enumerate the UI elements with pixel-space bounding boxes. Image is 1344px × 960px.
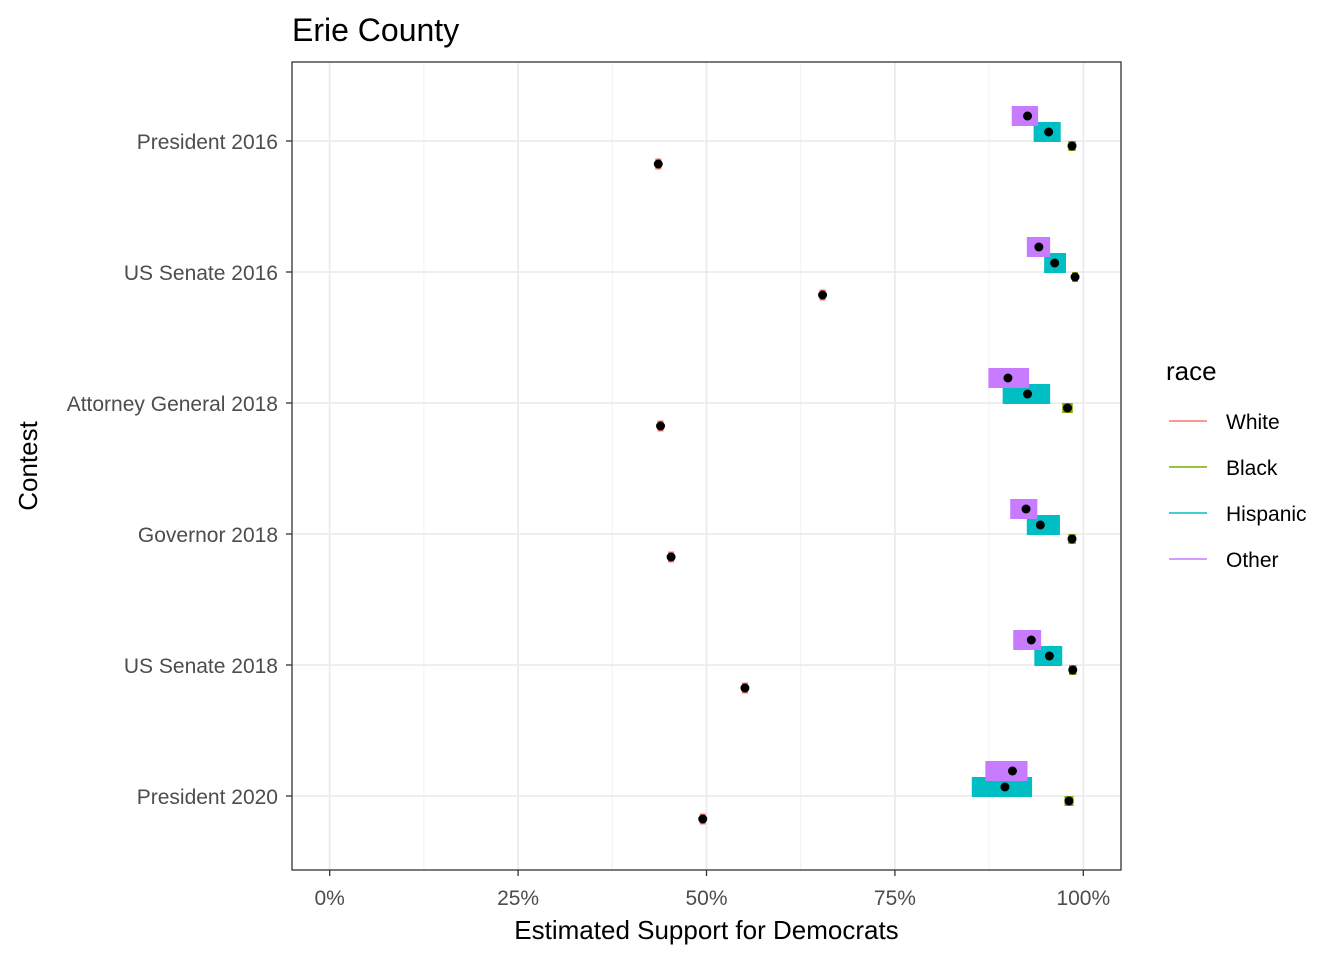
estimate-point-hispanic xyxy=(1023,389,1033,399)
estimate-point-black xyxy=(1067,141,1077,151)
estimate-point-hispanic xyxy=(1044,651,1054,661)
estimate-point-hispanic xyxy=(1035,520,1045,530)
y-tick-label: US Senate 2016 xyxy=(124,262,278,285)
plot-marks xyxy=(653,106,1080,825)
y-tick-label: US Senate 2018 xyxy=(124,655,278,678)
y-tick-label: President 2020 xyxy=(137,786,278,809)
estimate-point-other xyxy=(1023,111,1033,121)
plot-grid xyxy=(292,62,1121,870)
legend-entries: White Black Hispanic Other xyxy=(1169,411,1307,572)
estimate-point-black xyxy=(1064,796,1074,806)
estimate-point-white xyxy=(818,290,828,300)
y-axis-ticks: President 2016 US Senate 2016 Attorney Gen… xyxy=(67,131,292,809)
estimate-point-white xyxy=(656,421,666,431)
chart-title: Erie County xyxy=(292,12,459,48)
estimate-point-other xyxy=(1007,766,1017,776)
legend: race White Black Hispanic Other xyxy=(1166,356,1307,572)
legend-label-hispanic: Hispanic xyxy=(1226,503,1307,526)
estimate-point-white xyxy=(740,683,750,693)
estimate-point-hispanic xyxy=(1044,127,1054,137)
estimate-point-other xyxy=(1026,635,1036,645)
estimate-point-black xyxy=(1068,665,1078,675)
x-tick-label: 25% xyxy=(497,887,539,910)
estimate-point-white xyxy=(666,552,676,562)
estimate-point-black xyxy=(1067,534,1077,544)
legend-label-black: Black xyxy=(1226,457,1278,480)
y-tick-label: President 2016 xyxy=(137,131,278,154)
y-tick-label: Governor 2018 xyxy=(138,524,278,547)
legend-label-white: White xyxy=(1226,411,1280,434)
estimate-point-black xyxy=(1062,403,1072,413)
x-axis-title: Estimated Support for Democrats xyxy=(514,915,898,945)
estimate-point-other xyxy=(1034,242,1044,252)
estimate-point-white xyxy=(653,159,663,169)
y-axis-title: Contest xyxy=(13,420,43,510)
estimate-point-hispanic xyxy=(1050,258,1060,268)
x-tick-label: 0% xyxy=(315,887,345,910)
estimate-point-white xyxy=(698,814,708,824)
legend-title: race xyxy=(1166,356,1217,386)
estimate-point-other xyxy=(1003,373,1013,383)
estimate-point-other xyxy=(1021,504,1031,514)
x-tick-label: 75% xyxy=(874,887,916,910)
x-tick-label: 50% xyxy=(685,887,727,910)
estimate-point-black xyxy=(1070,272,1080,282)
interval-bar-other xyxy=(985,761,1028,781)
legend-label-other: Other xyxy=(1226,549,1279,572)
x-axis-ticks: 0% 25% 50% 75% 100% xyxy=(315,870,1110,910)
y-tick-label: Attorney General 2018 xyxy=(67,393,278,416)
estimate-point-hispanic xyxy=(1000,782,1010,792)
x-tick-label: 100% xyxy=(1056,887,1110,910)
